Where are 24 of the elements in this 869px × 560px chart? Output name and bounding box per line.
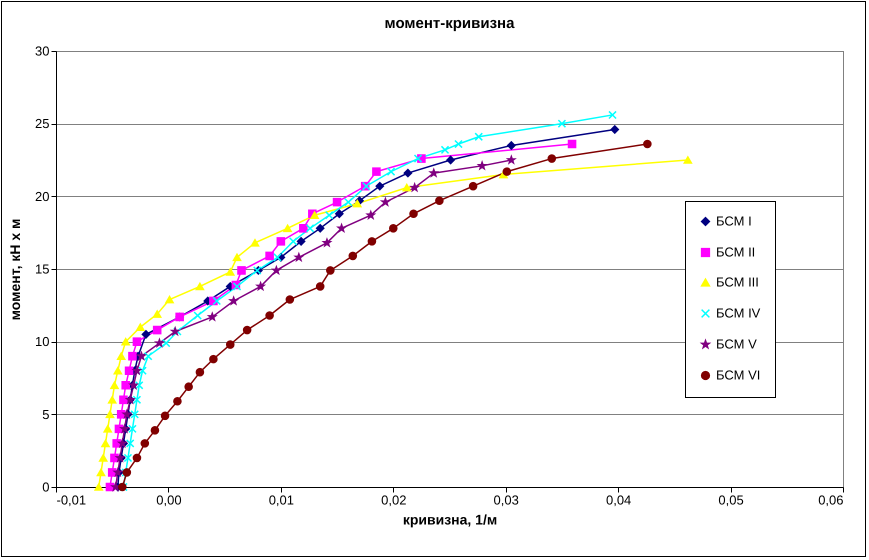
y-tick-label: 0 [42, 480, 50, 494]
legend-label: БСМ V [716, 336, 758, 352]
y-tick-label: 10 [35, 334, 50, 350]
legend-label: БСМ II [716, 244, 756, 260]
x-tick-label: -0,01 [56, 492, 86, 508]
x-axis-title: кривизна, 1/м [402, 512, 498, 528]
legend-label: БСМ IV [716, 306, 761, 320]
legend-label: БСМ III [716, 274, 759, 290]
x-tick-label: 0,05 [718, 492, 744, 508]
x-tick-label: 0,04 [606, 492, 632, 508]
legend-label: БСМ I [716, 214, 752, 228]
x-tick-label: 0,00 [156, 492, 182, 508]
x-tick-label: 0,01 [268, 492, 294, 508]
y-axis-title: момент, кН х м [7, 218, 24, 320]
chart-title: момент-кривизна [384, 15, 516, 32]
x-tick-label: 0,06 [818, 492, 844, 508]
x-tick-label: 0,02 [381, 492, 406, 508]
y-tick-label: 15 [35, 262, 50, 276]
y-tick-label: 30 [35, 44, 50, 58]
legend-label: БСМ VI [716, 368, 760, 382]
y-tick-label: 20 [35, 188, 50, 204]
y-tick-label: 25 [35, 116, 50, 132]
x-tick-label: 0,03 [494, 492, 519, 508]
y-tick-label: 5 [42, 406, 50, 422]
